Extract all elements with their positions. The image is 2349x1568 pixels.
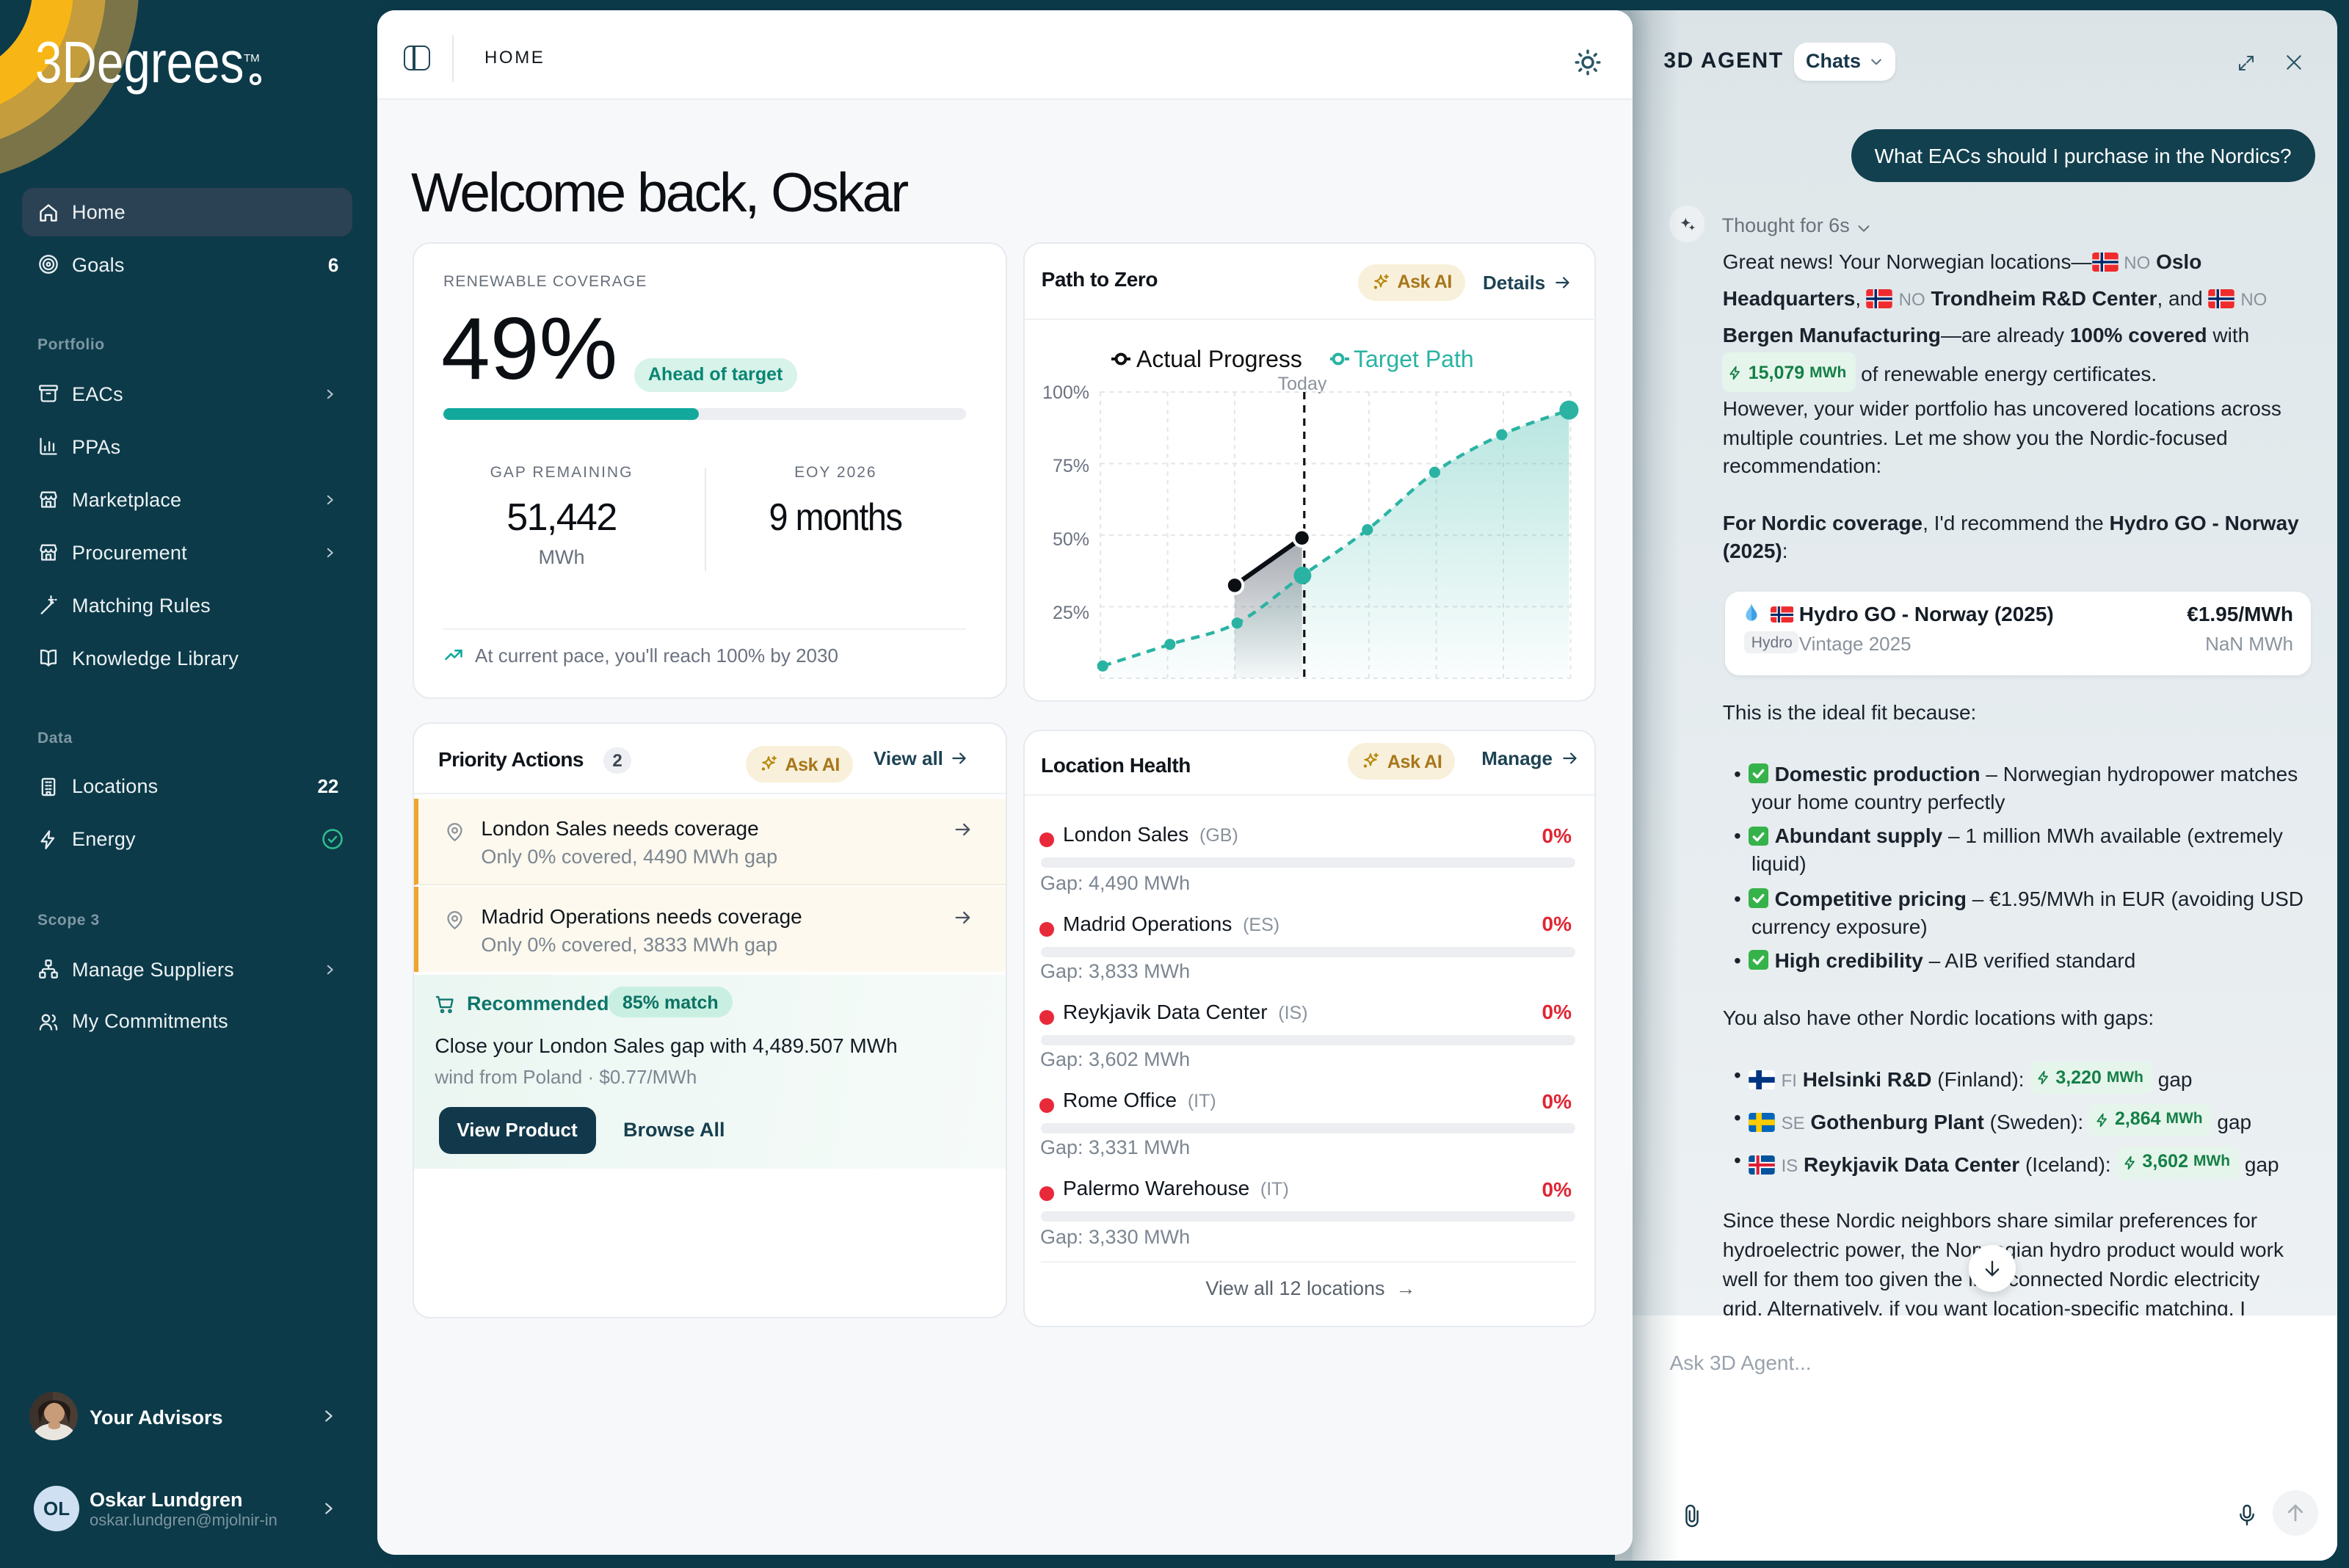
svg-text:Actual Progress: Actual Progress bbox=[1136, 346, 1301, 372]
svg-text:100%: 100% bbox=[1042, 382, 1089, 403]
svg-text:25%: 25% bbox=[1052, 603, 1089, 623]
svg-text:Target Path: Target Path bbox=[1353, 346, 1473, 372]
svg-text:Today: Today bbox=[1277, 374, 1326, 394]
svg-text:75%: 75% bbox=[1052, 456, 1089, 476]
svg-text:50%: 50% bbox=[1052, 529, 1089, 550]
